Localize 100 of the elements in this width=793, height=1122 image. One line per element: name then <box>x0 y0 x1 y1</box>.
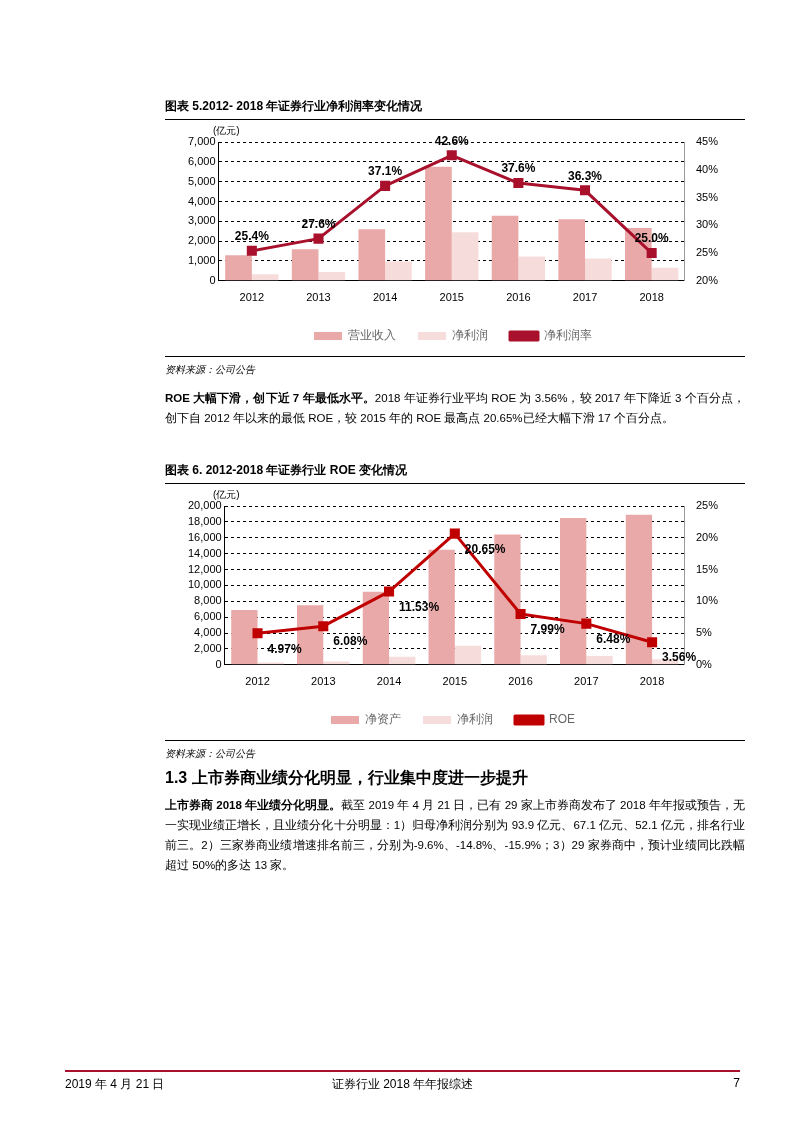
x-tick-label: 2016 <box>506 291 531 304</box>
y-tick-label: 12,000 <box>187 562 222 575</box>
point <box>513 178 524 189</box>
data-label: 4.97% <box>267 641 302 656</box>
text: 上市券商 2018 年业绩分化明显。 <box>165 799 342 811</box>
x-tick-label: 2012 <box>239 291 265 304</box>
text: 资料来源：公司公告 <box>165 356 745 377</box>
x-tick-label: 2015 <box>439 291 464 304</box>
bar <box>586 656 613 665</box>
point <box>252 628 263 639</box>
y2-tick-label: 35% <box>695 190 719 203</box>
y2-tick-label: 5% <box>695 626 713 639</box>
text: ROE 大幅下滑，创下近 7 年最低水平。 <box>165 392 375 404</box>
legend-label: 营业收入 <box>348 328 396 343</box>
point <box>515 609 526 620</box>
y2-tick-label: 15% <box>695 562 719 575</box>
bar <box>251 274 279 281</box>
x-tick-label: 2018 <box>639 291 664 304</box>
point <box>246 245 257 256</box>
y-tick-label: 20,000 <box>187 499 222 512</box>
point <box>313 233 324 244</box>
chart-title: 图表 6. 2012-2018 年证券行业 ROE 变化情况 <box>165 462 745 484</box>
text: 1.3 上市券商业绩分化明显，行业集中度进一步提升 <box>165 768 529 788</box>
bar <box>651 267 679 281</box>
text: 资料来源：公司公告 <box>165 740 745 761</box>
y2-tick-label: 40% <box>695 162 719 175</box>
y2-tick-label: 25% <box>695 246 719 259</box>
y-tick-label: 10,000 <box>187 578 222 591</box>
y-tick-label: 4,000 <box>194 626 222 639</box>
legend-label: 净利润 <box>452 328 488 343</box>
y-tick-label: 6,000 <box>194 610 222 623</box>
x-tick-label: 2014 <box>372 291 398 304</box>
x-tick-label: 2014 <box>376 675 402 688</box>
point <box>318 621 329 632</box>
bar <box>291 249 319 281</box>
y-tick-label: 14,000 <box>187 546 222 559</box>
bar <box>491 215 519 281</box>
point <box>384 586 395 597</box>
legend-label: 净利润率 <box>544 328 592 343</box>
y-tick-label: 0 <box>215 657 222 670</box>
bar <box>518 256 546 281</box>
point <box>449 528 460 539</box>
data-label: 11.53% <box>399 599 440 614</box>
y2-tick-label: 30% <box>695 218 719 231</box>
y-tick-label: 5,000 <box>188 174 216 187</box>
bar <box>520 655 547 665</box>
point <box>647 637 658 648</box>
data-label: 7.99% <box>530 622 565 637</box>
y-axis-title: (亿元) <box>213 124 240 138</box>
data-label: 25.0% <box>634 231 670 246</box>
y-tick-label: 0 <box>209 273 216 286</box>
y-tick-label: 8,000 <box>194 594 222 607</box>
y2-tick-label: 20% <box>695 273 719 286</box>
y2-tick-label: 45% <box>695 135 719 148</box>
x-tick-label: 2013 <box>311 675 336 688</box>
data-label: 37.1% <box>368 164 403 179</box>
legend-label: ROE <box>549 712 576 727</box>
bar <box>454 645 482 665</box>
data-label: 6.08% <box>333 634 368 649</box>
x-tick-label: 2015 <box>442 675 468 688</box>
bar <box>585 258 612 281</box>
x-tick-label: 2016 <box>508 675 533 688</box>
data-label: 3.56% <box>662 650 697 665</box>
x-tick-label: 2013 <box>306 291 331 304</box>
bar <box>558 219 586 281</box>
bar <box>425 166 452 281</box>
x-tick-label: 2018 <box>639 675 665 688</box>
data-label: 37.6% <box>501 161 536 176</box>
y2-tick-label: 25% <box>695 499 719 512</box>
point <box>646 248 657 259</box>
bar <box>225 255 252 281</box>
data-label: 6.48% <box>596 631 631 646</box>
text: 2019 年 4 月 21 日 <box>65 1076 165 1093</box>
x-tick-label: 2017 <box>574 675 599 688</box>
point <box>579 185 591 196</box>
text: 证券行业 2018 年年报综述 <box>331 1077 474 1091</box>
chart-title: 图表 5.2012- 2018 年证券行业净利润率变化情况 <box>165 98 745 120</box>
bar <box>358 229 386 281</box>
bar <box>231 610 258 665</box>
x-tick-label: 2017 <box>572 291 598 304</box>
text: 7 <box>733 1076 740 1090</box>
y2-tick-label: 20% <box>695 530 719 543</box>
y-tick-label: 18,000 <box>187 514 222 527</box>
y-tick-label: 4,000 <box>188 194 216 207</box>
data-label: 42.6% <box>434 133 470 148</box>
y-tick-label: 1,000 <box>188 254 216 266</box>
bar <box>451 232 479 281</box>
legend-label: 净资产 <box>365 712 401 727</box>
legend-label: 净利润 <box>457 712 493 727</box>
y2-tick-label: 0% <box>695 657 713 670</box>
x-tick-label: 2012 <box>245 675 270 688</box>
bar <box>385 261 412 281</box>
y-tick-label: 6,000 <box>188 154 216 167</box>
bar <box>318 272 346 281</box>
bar <box>389 656 416 665</box>
point <box>380 180 391 191</box>
point <box>581 618 592 629</box>
point <box>446 150 457 161</box>
y2-tick-label: 10% <box>695 594 719 607</box>
y-tick-label: 16,000 <box>187 530 222 543</box>
